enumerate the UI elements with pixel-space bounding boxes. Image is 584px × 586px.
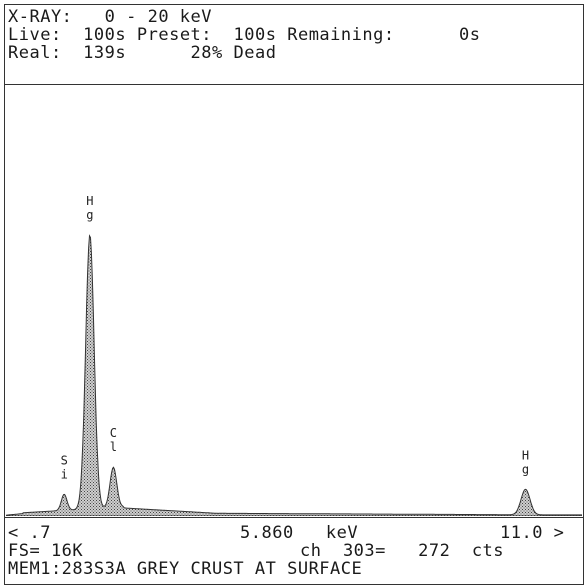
xray-label: X-RAY: (8, 7, 73, 27)
cursor-energy-value: 5.860 (240, 523, 294, 543)
spectrum-area (6, 234, 582, 516)
real-value: 139s (83, 43, 127, 63)
range-left[interactable]: < .7 (8, 523, 51, 543)
peak-label-hg-3-0: H (522, 448, 529, 462)
channel-label: ch 303= (300, 541, 386, 561)
header-line-2: Live: 100s Preset: 100s Remaining: 0s (8, 26, 480, 44)
remaining-value: 0s (459, 25, 481, 45)
peak-label-cl-2-1: l (110, 440, 117, 454)
preset-label: Preset: (136, 25, 213, 45)
cursor-energy-unit: keV (325, 523, 359, 543)
cursor-channel: ch 303= 272 cts (300, 542, 504, 560)
peak-label-si-0-1: i (61, 467, 68, 481)
live-value: 100s (83, 25, 127, 45)
header-line-3: Real: 139s 28% Dead (8, 44, 276, 62)
peak-label-cl-2-0: C (110, 426, 117, 440)
peak-label-hg-3-1: g (522, 462, 529, 476)
xray-range: 0 - 20 keV (104, 7, 212, 27)
spectrum-plot[interactable]: Si Hg Cl Hg (6, 86, 582, 516)
peak-labels: Si Hg Cl Hg (61, 194, 530, 481)
header-line-1: X-RAY: 0 - 20 keV (8, 8, 212, 26)
real-label: Real: (8, 43, 62, 63)
plot-baseline-divider (5, 517, 583, 518)
range-right[interactable]: 11.0 > (500, 523, 565, 543)
remaining-label: Remaining: (287, 25, 395, 45)
peak-label-hg-1-1: g (86, 208, 93, 222)
header-divider (5, 84, 583, 85)
dead-time: 28% Dead (190, 43, 277, 63)
peak-label-si-0-0: S (61, 453, 68, 467)
memo-line: MEM1:283S3A GREY CRUST AT SURFACE (8, 559, 363, 579)
cursor-energy: 5.860 keV (240, 524, 358, 542)
peak-label-hg-1-0: H (86, 194, 93, 208)
live-label: Live: (8, 25, 62, 45)
counts-unit: cts (471, 541, 505, 561)
channel-counts: 272 (418, 541, 451, 561)
preset-value: 100s (233, 25, 277, 45)
full-scale: FS= 16K (8, 541, 84, 561)
